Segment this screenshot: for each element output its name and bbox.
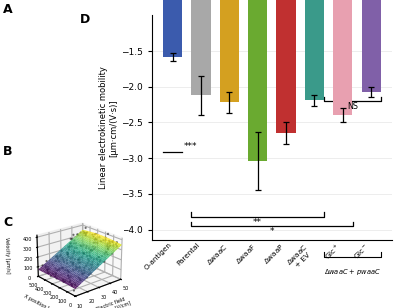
Bar — [305, 0, 324, 100]
Bar — [333, 0, 352, 115]
Text: NS: NS — [347, 102, 358, 111]
Text: ***: *** — [183, 142, 197, 151]
Y-axis label: Linear electrokinetic mobility
[μm·cm/(V·s)]: Linear electrokinetic mobility [μm·cm/(V… — [99, 67, 118, 189]
Bar — [248, 0, 267, 161]
Bar — [220, 0, 239, 103]
Text: B: B — [3, 145, 12, 158]
Text: A: A — [3, 3, 13, 16]
Text: $\Delta$waaC + pwaaC: $\Delta$waaC + pwaaC — [324, 267, 381, 277]
Text: D: D — [80, 13, 90, 26]
Text: *: * — [270, 227, 274, 237]
Bar — [362, 0, 381, 92]
X-axis label: Electric field
intensity [V/cm]: Electric field intensity [V/cm] — [92, 295, 132, 308]
Y-axis label: X position [μm]: X position [μm] — [23, 293, 58, 308]
Bar — [191, 0, 210, 95]
Text: **: ** — [253, 218, 262, 227]
Text: C: C — [3, 216, 12, 229]
Bar — [276, 0, 296, 133]
Bar — [163, 0, 182, 57]
